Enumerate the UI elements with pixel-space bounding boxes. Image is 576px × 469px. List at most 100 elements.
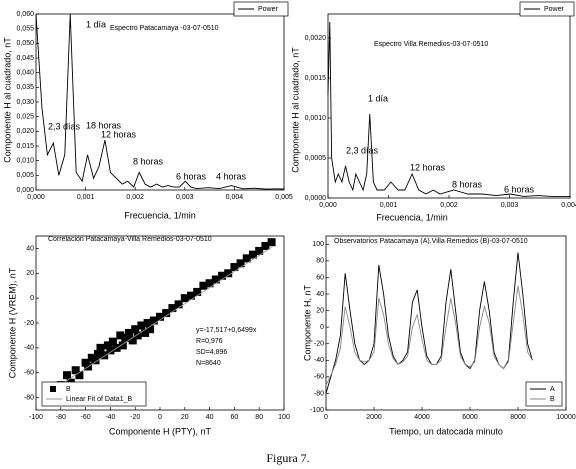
annotation: 6 horas (176, 171, 207, 181)
chart: 0,000 0,001 0,002 0,003 0,004 0,005 0,000 0,005… (2, 1, 293, 220)
scatter-point (242, 254, 251, 263)
legend-label: A (550, 386, 555, 393)
annotation: 12 horas (410, 162, 446, 172)
annotation: y=-17,517+0,6499x (196, 327, 257, 334)
scatter-point (149, 316, 158, 325)
legend-box (233, 1, 289, 17)
y-tick-label: 0,015 (16, 143, 34, 150)
scatter-point (100, 351, 109, 360)
y-tick-label: 0,045 (16, 55, 34, 62)
scatter-point (125, 328, 133, 337)
annotation: 1 día (368, 93, 388, 103)
scatter-point (96, 343, 105, 352)
y-tick-label: 0,000 (16, 187, 34, 194)
annotation: 8 horas (133, 156, 164, 166)
x-tick-label: 60 (231, 414, 239, 421)
annotation: 4 horas (216, 171, 247, 181)
y-axis-label: Componente H al cuadrado, nT (2, 37, 12, 163)
x-axis-label: Frecuencia, 1/min (124, 210, 196, 220)
x-tick-label: 0,001 (380, 202, 398, 209)
legend-box (41, 381, 147, 407)
x-tick-label: -20 (130, 414, 140, 421)
x-tick-label: 0,003 (176, 194, 194, 201)
scatter-point (118, 341, 127, 350)
y-tick-label: 0,0015 (305, 75, 327, 82)
y-tick-label: -100 (310, 407, 324, 414)
series-line (325, 252, 533, 394)
y-tick-label: 0,0000 (305, 195, 327, 202)
x-axis-label: Componente H (PTY), nT (109, 426, 212, 436)
legend-label: B (66, 386, 71, 393)
x-tick-label: 8000 (510, 414, 526, 421)
y-axis-label: Componente H (VREM), nT (7, 267, 17, 378)
x-tick-label: 0,003 (501, 202, 519, 209)
chart: 0,000 0,001 0,002 0,003 0,004 0,0000 0,0005 0,0… (290, 1, 576, 222)
annotation: 18 horas (86, 120, 122, 130)
scatter-point (218, 271, 226, 280)
x-tick-label: 0,005 (275, 194, 293, 201)
x-tick-label: -60 (81, 414, 91, 421)
x-tick-label: 10000 (556, 414, 576, 421)
y-tick-label: 20 (316, 307, 324, 314)
scatter-point (230, 263, 239, 272)
annotation: 12 horas (101, 129, 137, 139)
x-tick-label: 0,004 (561, 202, 576, 209)
y-tick-label: -80 (24, 394, 34, 401)
annotation: 1 día (86, 19, 106, 29)
legend-box (519, 1, 575, 17)
y-tick-label: 0 (320, 324, 324, 331)
y-tick-label: 40 (26, 245, 34, 252)
x-tick-label: 80 (255, 414, 263, 421)
scatter-point (187, 291, 195, 300)
y-tick-label: 0,025 (16, 114, 34, 121)
legend-label: Linear Fit of Data1_B (66, 396, 132, 403)
scatter-point (91, 356, 100, 365)
annotation: SD=4,896 (196, 349, 227, 356)
y-tick-label: 0,035 (16, 84, 34, 91)
x-tick-label: 6000 (462, 414, 478, 421)
scatter-point (174, 300, 183, 309)
scatter-point (131, 325, 140, 334)
legend-label: Power (258, 6, 279, 13)
x-tick-label: 100 (278, 414, 290, 421)
y-tick-label: 0,0020 (305, 35, 327, 42)
x-tick-label: 0 (324, 414, 328, 421)
legend-label: Power (544, 6, 565, 13)
scatter-point (211, 275, 220, 284)
annotation: N=8640 (196, 360, 221, 367)
series-line (327, 21, 570, 197)
x-tick-label: -40 (105, 414, 115, 421)
annotation: 6 horas (504, 184, 535, 194)
annotation: 2,3 días (346, 145, 379, 155)
x-tick-label: -80 (56, 414, 66, 421)
y-tick-label: 0,050 (16, 40, 34, 47)
x-tick-label: 0,000 (319, 202, 337, 209)
scatter-point (249, 250, 257, 259)
y-tick-label: -60 (24, 370, 34, 377)
x-tick-label: 0,001 (77, 194, 95, 201)
scatter-point (180, 294, 189, 303)
scatter-point (261, 241, 270, 250)
scatter-point (108, 337, 117, 346)
scatter-point (75, 371, 84, 380)
scatter-point (143, 319, 152, 327)
y-tick-label: 20 (26, 270, 34, 277)
legend-box (525, 381, 563, 407)
x-axis-label: Tiempo, un datocada minuto (389, 426, 503, 436)
y-tick-label: 0,030 (16, 99, 34, 106)
scatter-point (103, 341, 112, 350)
chart: -100 -80 -60 -40 -20 0 20 40 60 80 100 -80 -60 -40 -20… (7, 235, 290, 436)
x-tick-label: 40 (206, 414, 214, 421)
scatter-point (133, 331, 142, 340)
series-line (35, 13, 285, 190)
scatter-point (224, 269, 233, 278)
y-tick-label: -40 (24, 345, 34, 352)
scatter-point (156, 312, 164, 321)
y-axis-label: Componente H, nT (302, 284, 312, 361)
series-line (325, 285, 533, 386)
y-axis-label: Componente H al cuadrado, nT (290, 47, 300, 173)
scatter-point (121, 333, 130, 342)
chart-title: Espectro Villa Remedios-03-07-0510 (374, 41, 488, 48)
scatter-point (71, 366, 80, 375)
chart-title: Espectro Patacamaya -03-07-0510 (110, 25, 219, 32)
